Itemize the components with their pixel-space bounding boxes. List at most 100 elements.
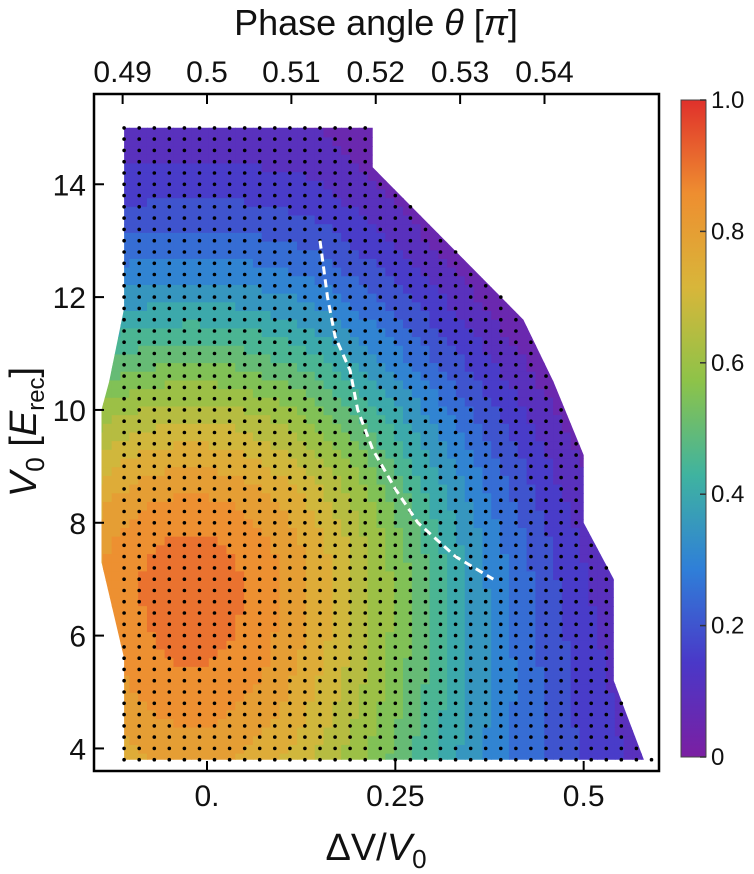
- contour-cell: [155, 718, 166, 729]
- contour-cell: [447, 640, 457, 651]
- contour-cell: [94, 111, 103, 120]
- contour-cell: [447, 250, 457, 260]
- contour-cell: [561, 449, 572, 460]
- contour-cell: [332, 623, 342, 633]
- contour-cell: [597, 371, 607, 382]
- contour-cell: [500, 753, 510, 760]
- contour-cell: [129, 562, 139, 572]
- contour-cell: [491, 753, 501, 760]
- contour-cell: [102, 545, 113, 555]
- contour-cell: [464, 727, 475, 737]
- contour-cell: [199, 580, 210, 590]
- contour-cell: [261, 562, 272, 572]
- contour-cell: [288, 701, 298, 711]
- contour-cell: [129, 128, 139, 138]
- contour-cell: [102, 736, 113, 746]
- contour-cell: [191, 658, 201, 668]
- contour-cell: [367, 701, 378, 711]
- contour-cell: [270, 128, 280, 138]
- contour-cell: [394, 232, 404, 243]
- contour-cell: [394, 571, 404, 581]
- contour-cell: [208, 232, 219, 243]
- contour-cell: [146, 310, 157, 321]
- contour-cell: [323, 127, 333, 130]
- contour-cell: [588, 154, 598, 165]
- contour-cell: [288, 449, 298, 460]
- contour-cell: [517, 753, 528, 760]
- contour-cell: [235, 380, 245, 390]
- contour-cell: [323, 658, 333, 668]
- contour-cell: [323, 510, 333, 520]
- contour-cell: [553, 640, 563, 651]
- contour-cell: [323, 571, 333, 581]
- contour-cell: [164, 310, 175, 321]
- contour-cell: [561, 562, 572, 572]
- contour-cell: [341, 753, 351, 760]
- contour-cell: [394, 94, 403, 103]
- contour-cell: [332, 484, 342, 494]
- contour-cell: [138, 519, 148, 529]
- contour-cell: [455, 241, 466, 251]
- contour-cell: [182, 606, 192, 616]
- contour-cell: [367, 736, 378, 746]
- contour-cell: [606, 701, 616, 711]
- contour-cell: [597, 154, 607, 165]
- contour-cell: [146, 475, 157, 486]
- contour-cell: [288, 363, 298, 373]
- contour-cell: [606, 623, 616, 633]
- contour-cell: [455, 198, 466, 208]
- contour-cell: [570, 163, 581, 173]
- contour-cell: [244, 727, 254, 737]
- contour-cell: [270, 458, 280, 468]
- contour-cell: [394, 363, 404, 373]
- contour-cell: [102, 649, 113, 659]
- contour-cell: [411, 527, 422, 538]
- contour-cell: [491, 258, 501, 269]
- contour-cell: [570, 354, 581, 364]
- contour-cell: [561, 250, 572, 260]
- contour-cell: [500, 215, 510, 225]
- contour-cell: [138, 163, 148, 173]
- contour-cell: [508, 423, 519, 434]
- contour-cell: [535, 467, 545, 477]
- contour-cell: [305, 406, 316, 416]
- contour-cell: [146, 206, 157, 217]
- contour-cell: [252, 449, 263, 460]
- contour-cell: [244, 666, 254, 677]
- contour-cell: [517, 510, 528, 520]
- contour-cell: [261, 441, 272, 451]
- contour-cell: [102, 458, 113, 468]
- contour-cell: [517, 267, 528, 277]
- contour-cell: [297, 614, 307, 625]
- contour-cell: [297, 632, 307, 642]
- contour-cell: [579, 371, 589, 382]
- contour-cell: [544, 406, 554, 416]
- contour-cell: [182, 527, 192, 538]
- contour-cell: [252, 727, 263, 737]
- contour-cell: [226, 250, 236, 260]
- contour-cell: [632, 127, 642, 130]
- contour-cell: [588, 267, 598, 277]
- contour-cell: [129, 250, 139, 260]
- contour-cell: [217, 649, 228, 659]
- contour-cell: [226, 276, 236, 286]
- contour-cell: [350, 727, 360, 737]
- contour-cell: [270, 241, 280, 251]
- contour-cell: [597, 493, 607, 503]
- contour-cell: [606, 337, 616, 347]
- contour-cell: [252, 666, 263, 677]
- contour-cell: [102, 562, 113, 572]
- contour-cell: [244, 258, 254, 269]
- contour-cell: [358, 354, 369, 364]
- contour-cell: [367, 458, 378, 468]
- contour-cell: [508, 215, 519, 225]
- contour-cell: [641, 449, 644, 460]
- contour-cell: [146, 684, 157, 694]
- contour-cell: [491, 146, 501, 156]
- contour-cell: [579, 562, 589, 572]
- contour-cell: [438, 284, 448, 295]
- contour-cell: [288, 198, 298, 208]
- contour-cell: [102, 406, 113, 416]
- contour-cell: [191, 180, 201, 191]
- contour-cell: [332, 172, 342, 182]
